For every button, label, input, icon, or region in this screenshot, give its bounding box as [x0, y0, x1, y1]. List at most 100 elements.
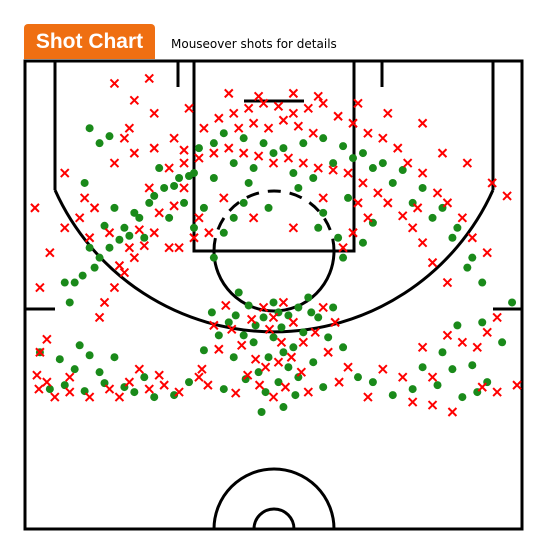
shot-missed-marker[interactable] — [310, 327, 320, 338]
shot-made-marker[interactable] — [229, 353, 238, 362]
shot-made-marker[interactable] — [244, 178, 253, 187]
shot-made-marker[interactable] — [140, 233, 149, 242]
shot-missed-marker[interactable] — [268, 312, 279, 323]
shot-missed-marker[interactable] — [293, 121, 304, 131]
shot-made-marker[interactable] — [358, 238, 367, 247]
shot-made-marker[interactable] — [478, 278, 487, 287]
shot-missed-marker[interactable] — [318, 193, 328, 203]
shot-missed-marker[interactable] — [60, 168, 70, 178]
shot-missed-marker[interactable] — [109, 78, 120, 89]
shot-made-marker[interactable] — [199, 203, 208, 212]
shot-made-marker[interactable] — [189, 223, 198, 232]
shot-missed-marker[interactable] — [144, 183, 154, 193]
shot-missed-marker[interactable] — [197, 364, 207, 374]
shot-made-marker[interactable] — [309, 174, 318, 182]
shot-missed-marker[interactable] — [169, 201, 179, 211]
shot-missed-marker[interactable] — [442, 330, 453, 341]
shot-missed-marker[interactable] — [398, 211, 408, 221]
shot-missed-marker[interactable] — [34, 384, 44, 394]
shot-made-marker[interactable] — [209, 253, 218, 262]
shot-missed-marker[interactable] — [427, 257, 438, 268]
shot-missed-marker[interactable] — [288, 223, 299, 233]
shot-made-marker[interactable] — [319, 208, 328, 217]
shot-missed-marker[interactable] — [114, 392, 125, 402]
shot-missed-marker[interactable] — [209, 320, 219, 331]
shot-made-marker[interactable] — [85, 124, 94, 133]
shot-made-marker[interactable] — [85, 351, 94, 360]
shot-made-marker[interactable] — [125, 231, 134, 240]
shot-made-marker[interactable] — [448, 365, 457, 374]
shot-missed-marker[interactable] — [328, 165, 338, 175]
shot-missed-marker[interactable] — [263, 123, 274, 133]
shot-missed-marker[interactable] — [427, 372, 438, 382]
shot-missed-marker[interactable] — [154, 370, 164, 380]
shot-missed-marker[interactable] — [378, 133, 388, 143]
shot-made-marker[interactable] — [65, 298, 74, 307]
shot-made-marker[interactable] — [339, 343, 348, 352]
shot-made-marker[interactable] — [453, 321, 462, 330]
shot-made-marker[interactable] — [115, 235, 124, 244]
shot-missed-marker[interactable] — [462, 158, 473, 168]
shot-missed-marker[interactable] — [447, 407, 458, 417]
shot-made-marker[interactable] — [329, 159, 338, 168]
shot-missed-marker[interactable] — [482, 247, 492, 258]
shot-made-marker[interactable] — [45, 385, 54, 394]
shot-made-marker[interactable] — [458, 393, 467, 402]
shot-missed-marker[interactable] — [437, 148, 448, 158]
shot-made-marker[interactable] — [304, 293, 313, 302]
shot-made-marker[interactable] — [145, 198, 154, 207]
shot-missed-marker[interactable] — [114, 260, 125, 271]
shot-missed-marker[interactable] — [119, 267, 130, 278]
shot-missed-marker[interactable] — [224, 143, 234, 153]
shot-made-marker[interactable] — [428, 213, 437, 222]
shot-missed-marker[interactable] — [32, 370, 42, 380]
shot-missed-marker[interactable] — [303, 103, 313, 114]
shot-missed-marker[interactable] — [383, 198, 393, 208]
shot-made-marker[interactable] — [277, 323, 286, 332]
shot-missed-marker[interactable] — [258, 302, 269, 313]
shot-missed-marker[interactable] — [236, 340, 247, 350]
shot-missed-marker[interactable] — [253, 151, 264, 161]
shot-missed-marker[interactable] — [492, 387, 502, 397]
shot-missed-marker[interactable] — [280, 382, 291, 392]
shot-missed-marker[interactable] — [313, 163, 323, 173]
shot-made-marker[interactable] — [239, 331, 248, 340]
shot-missed-marker[interactable] — [238, 148, 249, 158]
shot-missed-marker[interactable] — [129, 252, 140, 263]
shot-made-marker[interactable] — [75, 341, 84, 350]
shot-made-marker[interactable] — [358, 149, 367, 158]
shot-made-marker[interactable] — [279, 144, 288, 153]
shot-made-marker[interactable] — [80, 178, 89, 187]
shot-made-marker[interactable] — [180, 198, 189, 207]
shot-made-marker[interactable] — [378, 159, 387, 168]
shot-made-marker[interactable] — [438, 348, 447, 357]
shot-made-marker[interactable] — [194, 144, 203, 153]
shot-made-marker[interactable] — [175, 174, 184, 182]
shot-missed-marker[interactable] — [50, 392, 60, 402]
shot-missed-marker[interactable] — [363, 213, 373, 223]
shot-made-marker[interactable] — [130, 208, 139, 217]
shot-made-marker[interactable] — [70, 278, 79, 287]
shot-made-marker[interactable] — [165, 213, 174, 222]
shot-made-marker[interactable] — [100, 221, 109, 230]
shot-made-marker[interactable] — [85, 243, 94, 252]
shot-made-marker[interactable] — [155, 164, 164, 173]
shot-made-marker[interactable] — [259, 139, 268, 148]
shot-made-marker[interactable] — [261, 388, 270, 397]
shot-missed-marker[interactable] — [174, 387, 184, 397]
shot-missed-marker[interactable] — [348, 118, 358, 128]
shot-missed-marker[interactable] — [288, 317, 299, 328]
shot-missed-marker[interactable] — [286, 352, 297, 362]
shot-missed-marker[interactable] — [104, 228, 115, 238]
shot-made-marker[interactable] — [229, 159, 238, 168]
shot-missed-marker[interactable] — [242, 370, 253, 380]
shot-made-marker[interactable] — [339, 142, 348, 151]
shot-missed-marker[interactable] — [268, 392, 279, 402]
shot-missed-marker[interactable] — [134, 225, 145, 235]
shot-made-marker[interactable] — [463, 263, 472, 272]
shot-made-marker[interactable] — [140, 373, 149, 382]
shot-missed-marker[interactable] — [194, 153, 204, 163]
shot-missed-marker[interactable] — [243, 103, 254, 114]
shot-made-marker[interactable] — [244, 301, 253, 310]
shot-missed-marker[interactable] — [99, 297, 110, 308]
